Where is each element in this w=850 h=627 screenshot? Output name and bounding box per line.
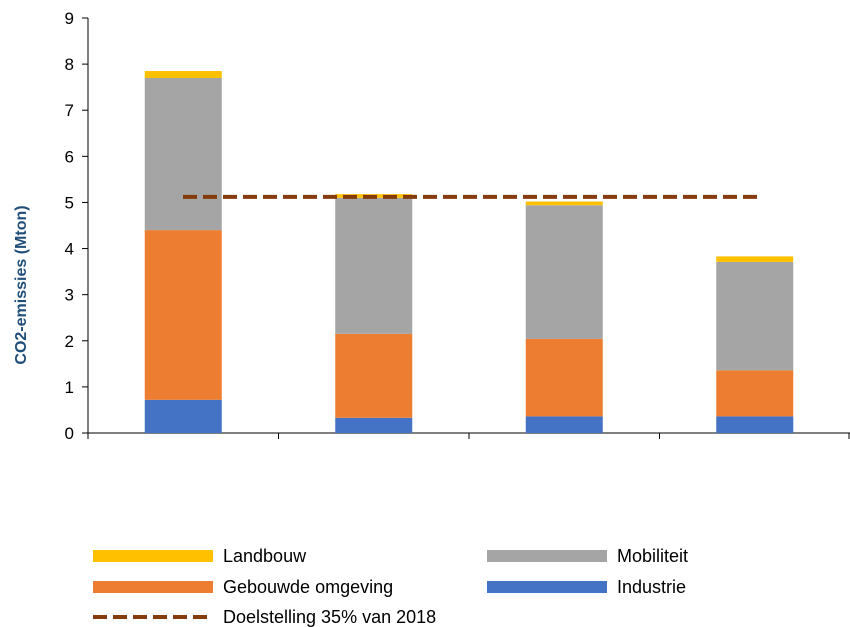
legend-label-landbouw: Landbouw [223, 546, 307, 566]
y-axis: 0 1 2 3 4 5 6 7 8 9 [65, 9, 89, 443]
legend: Landbouw Mobiliteit Gebouwde omgeving Indus… [93, 546, 688, 627]
bar-industrie-2 [335, 417, 413, 433]
legend-label-industrie: Industrie [617, 577, 686, 597]
y-tick-label: 4 [65, 240, 74, 259]
legend-swatch-industrie [487, 581, 607, 593]
y-tick-label: 1 [65, 378, 74, 397]
bar-industrie-4 [716, 416, 794, 433]
y-axis-title: CO2-emissies (Mton) [13, 205, 30, 364]
y-tick-label: 6 [65, 147, 74, 166]
legend-swatch-landbouw [93, 550, 213, 562]
y-tick-label: 2 [65, 332, 74, 351]
y-tick-label: 9 [65, 9, 74, 28]
bar-gebouwde-omgeving-3 [525, 338, 603, 417]
legend-label-gebouwde-omgeving: Gebouwde omgeving [223, 577, 393, 597]
x-axis [87, 432, 850, 439]
legend-swatch-gebouwde-omgeving [93, 581, 213, 593]
y-tick-label: 5 [65, 193, 74, 212]
bar-gebouwde-omgeving-2 [335, 333, 413, 418]
bar-landbouw-3 [525, 201, 603, 206]
bar-industrie-3 [525, 416, 603, 433]
y-tick-label: 8 [65, 55, 74, 74]
bar-gebouwde-omgeving-4 [716, 370, 794, 417]
bar-mobiliteit-4 [716, 261, 794, 371]
legend-label-mobiliteit: Mobiliteit [617, 546, 688, 566]
bar-mobiliteit-1 [144, 77, 222, 231]
legend-swatch-mobiliteit [487, 550, 607, 562]
y-tick-label: 3 [65, 286, 74, 305]
y-tick-label: 0 [65, 424, 74, 443]
legend-label-doelstelling-35-van-2018: Doelstelling 35% van 2018 [223, 607, 436, 627]
bar-landbouw-4 [716, 256, 794, 262]
bar-landbouw-1 [144, 71, 222, 78]
bars [144, 71, 794, 433]
bar-mobiliteit-2 [335, 197, 413, 334]
bar-gebouwde-omgeving-1 [144, 230, 222, 400]
y-tick-label: 7 [65, 101, 74, 120]
bar-industrie-1 [144, 399, 222, 433]
bar-mobiliteit-3 [525, 205, 603, 339]
